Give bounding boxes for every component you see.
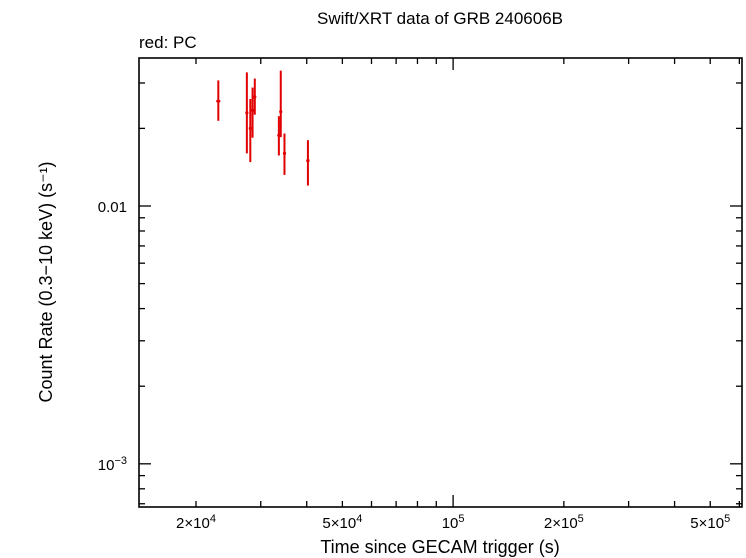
point-marker	[216, 99, 220, 103]
chart-title: Swift/XRT data of GRB 240606B	[317, 9, 563, 28]
x-tick-label: 5×104	[322, 513, 362, 532]
point-marker	[245, 111, 249, 115]
data-point	[279, 70, 283, 138]
x-ticks: 2×104 5×104 105 2×105 5×105	[176, 513, 730, 532]
x-tick-label: 2×104	[176, 513, 216, 532]
point-marker	[279, 110, 283, 114]
y-axis-label: Count Rate (0.3−10 keV) (s⁻¹)	[36, 161, 56, 402]
data-point	[306, 140, 310, 186]
chart-subtitle: red: PC	[139, 33, 197, 52]
plot-frame	[138, 57, 743, 508]
point-marker	[253, 95, 257, 99]
data-point	[216, 80, 221, 121]
data-point	[245, 72, 249, 154]
data-point	[253, 78, 257, 115]
x-tick-label: 2×105	[544, 513, 584, 532]
y-tick-label: 0.01	[98, 199, 127, 216]
y-tick-label: 10−3	[98, 455, 127, 474]
data-point	[250, 87, 255, 138]
x-axis-label: Time since GECAM trigger (s)	[320, 537, 559, 557]
data-marks	[216, 70, 310, 186]
data-point	[282, 133, 287, 175]
point-marker	[282, 151, 287, 155]
point-marker	[306, 158, 310, 163]
point-marker	[248, 126, 252, 130]
y-ticks: 0.01 10−3	[98, 199, 127, 474]
x-tick-label: 5×105	[690, 513, 730, 532]
minor-ticks	[139, 58, 742, 507]
point-marker	[250, 108, 255, 112]
point-marker	[277, 133, 281, 137]
x-tick-label: 105	[442, 513, 465, 532]
data-point	[248, 99, 252, 163]
